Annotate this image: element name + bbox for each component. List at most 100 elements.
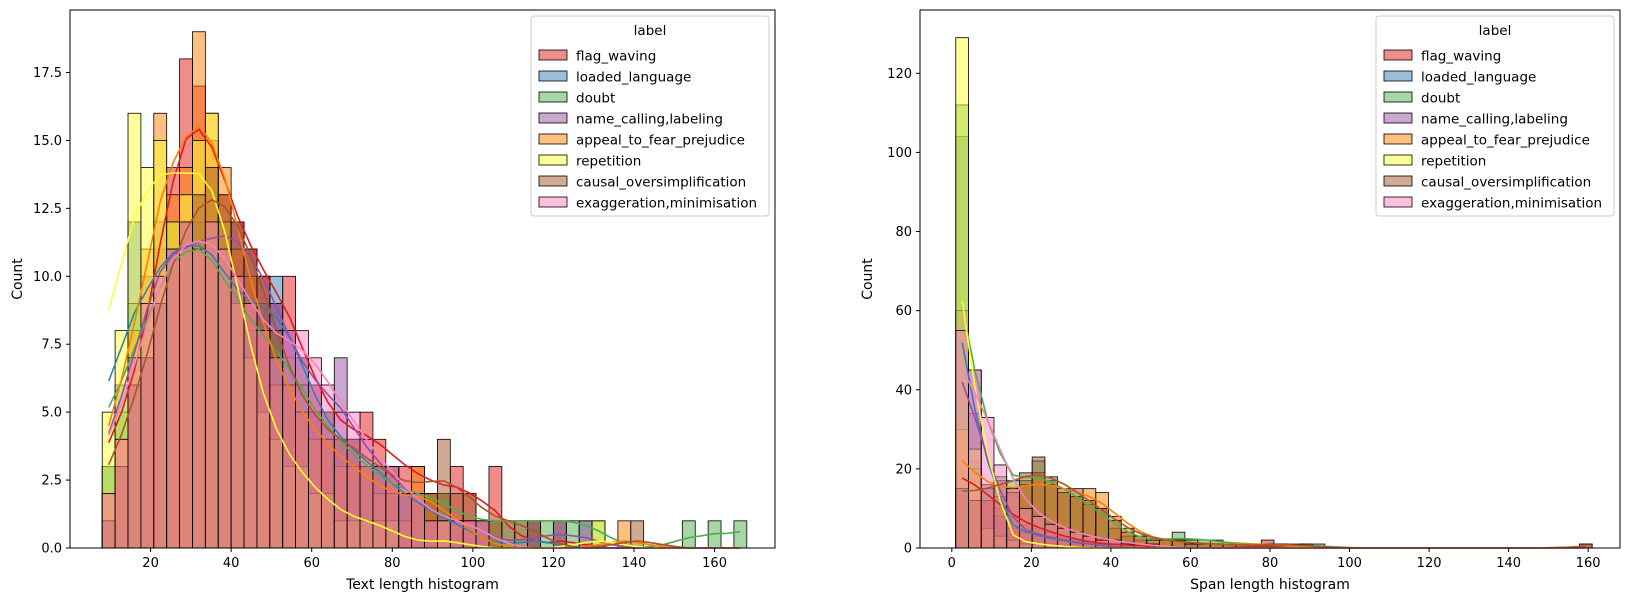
legend-swatch [1383,154,1413,166]
legend-title: label [634,23,667,39]
bar: exaggeration,minimisation: 2 [101,493,116,549]
x-tick-label: 40 [1103,556,1120,571]
y-tick-label: 7.5 [41,338,62,353]
bar: exaggeration,minimisation: 4 [359,438,374,549]
bar: exaggeration,minimisation: 12 [204,221,219,549]
legend-entry: repetition [1421,154,1486,170]
bar: exaggeration,minimisation: 10 [153,275,168,549]
bar: doubt: 1 [681,520,696,549]
x-axis-label: Span length histogram [1190,577,1350,593]
y-axis-label: Count [860,258,876,300]
legend-entry: loaded_language [1421,70,1536,86]
y-tick-label: 100 [887,146,912,161]
legend-entry: doubt [576,91,615,107]
x-tick-label: 60 [1182,556,1199,571]
legend-swatch [1383,112,1413,124]
legend-swatch [538,112,568,124]
bar: exaggeration,minimisation: 11 [192,248,206,549]
x-tick-label: 140 [622,556,647,571]
x-tick-label: 160 [1576,556,1601,571]
kde-line [107,124,741,549]
y-tick-label: 120 [887,67,912,82]
bar: exaggeration,minimisation: 1 [424,520,438,549]
x-tick-label: 20 [1023,556,1040,571]
x-tick-label: 80 [384,556,401,571]
legend-entry: name_calling,labeling [576,112,723,128]
bar: exaggeration,minimisation: 7 [269,357,284,549]
x-tick-label: 80 [1262,556,1279,571]
legend-swatch [538,49,568,61]
bar: causal_oversimplification: 1 [527,520,541,549]
bar: exaggeration,minimisation: 10 [230,275,245,549]
legend-entry: name_calling,labeling [1421,112,1568,128]
legend-box [530,15,770,217]
legend-title: label [1479,23,1512,39]
y-tick-label: 5.0 [41,406,62,421]
x-tick-label: 120 [1417,556,1442,571]
legend-swatch [538,91,568,103]
x-tick-label: 120 [541,556,566,571]
legend-entry: flag_waving [1421,49,1501,65]
legend-swatch [538,175,568,187]
legend-entry: causal_oversimplification [1421,175,1591,191]
x-tick-label: 20 [142,556,159,571]
legend-swatch [1383,175,1413,187]
bar: exaggeration,minimisation: 11 [166,248,180,549]
y-tick-label: 2.5 [41,474,62,489]
legend-entry: appeal_to_fear_prejudice [576,133,745,149]
legend-swatch [538,70,568,82]
x-tick-label: 140 [1496,556,1521,571]
legend-swatch [538,196,568,208]
x-tick-label: 0 [948,556,956,571]
legend-swatch [1383,91,1413,103]
y-tick-label: 0 [904,542,912,557]
y-tick-label: 15.0 [33,134,62,149]
y-tick-label: 12.5 [33,202,62,217]
y-tick-label: 10.0 [33,270,62,285]
legend-entry: appeal_to_fear_prejudice [1421,133,1590,149]
legend-entry: exaggeration,minimisation [1421,196,1602,212]
x-tick-label: 100 [460,556,485,571]
legend-swatch [1383,49,1413,61]
legend-entry: exaggeration,minimisation [576,196,757,212]
bar: exaggeration,minimisation: 9 [243,303,258,549]
bar: exaggeration,minimisation: 5 [333,411,348,549]
legend-box [1375,15,1615,217]
legend-swatch [538,154,568,166]
legend-entry: causal_oversimplification [576,175,746,191]
bar: exaggeration,minimisation: 5 [1057,527,1071,549]
legend-entry: doubt [1421,91,1460,107]
legend-entry: loaded_language [576,70,691,86]
legend-swatch [538,133,568,145]
legend-entry: repetition [576,154,641,170]
span-length-chart: flag_waving: 20flag_waving: 20flag_wavin… [860,9,1621,593]
y-tick-label: 80 [895,225,912,240]
bar: exaggeration,minimisation: 4 [114,438,129,549]
x-axis-label: Text length histogram [345,577,499,593]
x-tick-label: 160 [702,556,727,571]
legend-swatch [1383,70,1413,82]
bar: exaggeration,minimisation: 12 [179,221,193,549]
y-tick-label: 60 [895,304,912,319]
x-tick-label: 60 [303,556,320,571]
bar: exaggeration,minimisation: 45 [968,369,982,549]
kde-line [107,172,741,549]
legend-swatch [1383,133,1413,145]
legend-swatch [1383,196,1413,208]
x-tick-label: 40 [223,556,240,571]
y-tick-label: 17.5 [33,66,62,81]
y-axis-label: Count [10,258,26,300]
axes-frame [69,9,776,549]
x-tick-label: 100 [1337,556,1362,571]
y-tick-label: 20 [895,462,912,477]
kde-line [107,198,741,549]
bar: exaggeration,minimisation: 11 [217,248,232,549]
bar: exaggeration,minimisation: 2 [398,493,413,549]
text-length-chart: flag_waving: 2flag_waving: 4flag_waving:… [10,9,776,593]
y-tick-label: 40 [895,383,912,398]
bar: doubt: 1 [733,520,748,549]
bar: exaggeration,minimisation: 8 [256,330,271,549]
